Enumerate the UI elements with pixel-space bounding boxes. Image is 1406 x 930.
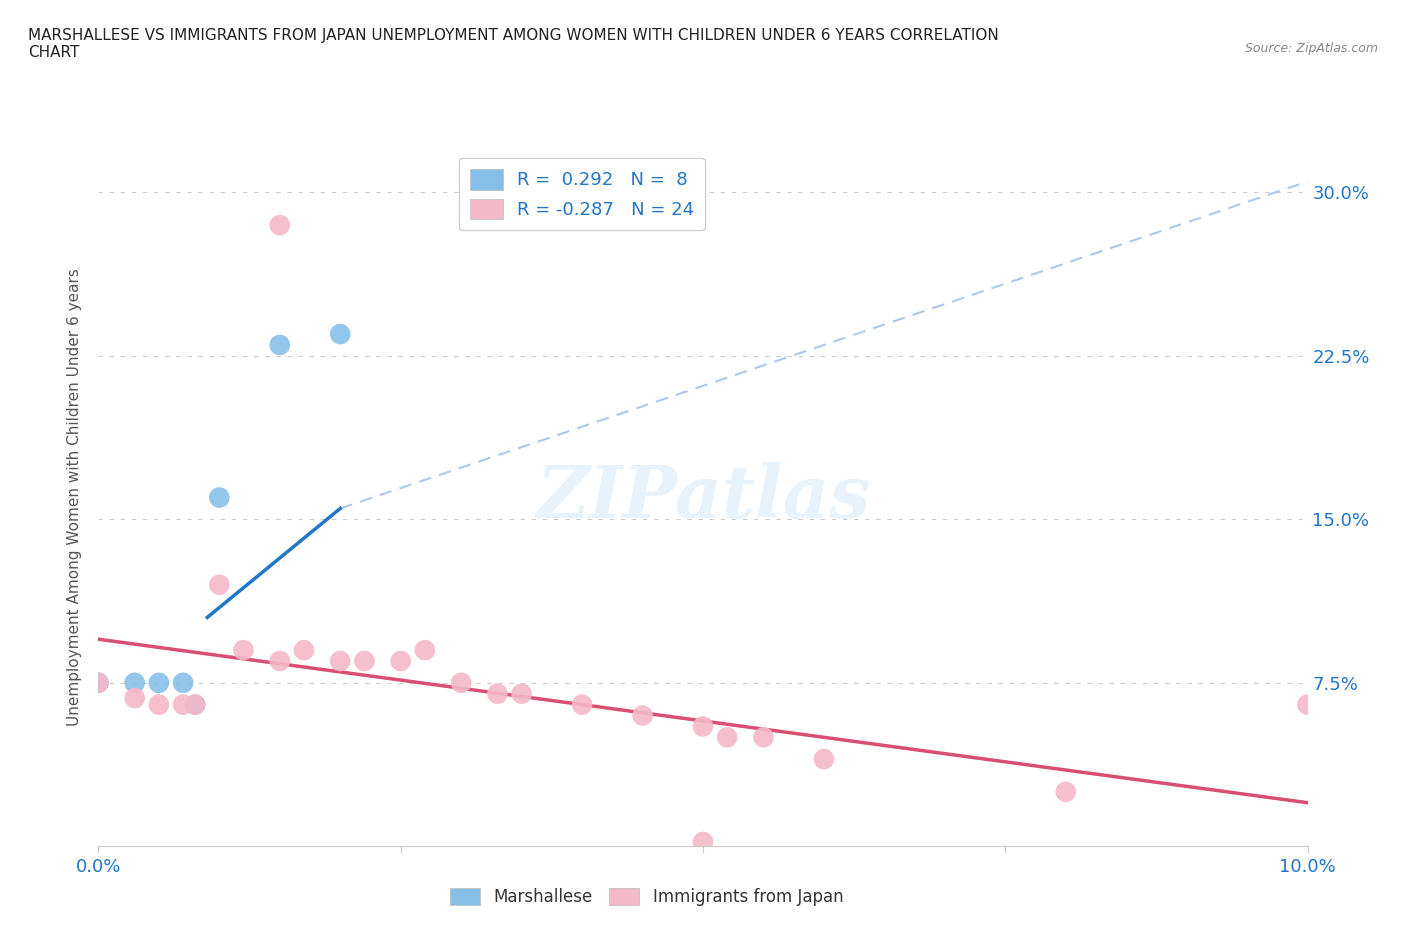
- Point: [172, 698, 194, 712]
- Text: Source: ZipAtlas.com: Source: ZipAtlas.com: [1244, 42, 1378, 55]
- Point: [353, 654, 375, 669]
- Point: [124, 691, 146, 706]
- Point: [124, 675, 146, 690]
- Point: [692, 834, 714, 849]
- Point: [184, 698, 207, 712]
- Point: [752, 730, 775, 745]
- Point: [716, 730, 738, 745]
- Point: [87, 675, 110, 690]
- Point: [1054, 784, 1077, 799]
- Point: [292, 643, 315, 658]
- Point: [148, 698, 170, 712]
- Point: [813, 751, 835, 766]
- Point: [413, 643, 436, 658]
- Point: [329, 326, 352, 341]
- Point: [208, 578, 231, 592]
- Point: [148, 675, 170, 690]
- Point: [87, 675, 110, 690]
- Y-axis label: Unemployment Among Women with Children Under 6 years: Unemployment Among Women with Children U…: [67, 269, 83, 726]
- Point: [692, 719, 714, 734]
- Point: [269, 654, 291, 669]
- Point: [208, 490, 231, 505]
- Point: [389, 654, 412, 669]
- Point: [329, 654, 352, 669]
- Legend: R =  0.292   N =  8, R = -0.287   N = 24: R = 0.292 N = 8, R = -0.287 N = 24: [460, 158, 704, 231]
- Point: [450, 675, 472, 690]
- Point: [184, 698, 207, 712]
- Point: [269, 218, 291, 232]
- Point: [269, 338, 291, 352]
- Point: [510, 686, 533, 701]
- Text: MARSHALLESE VS IMMIGRANTS FROM JAPAN UNEMPLOYMENT AMONG WOMEN WITH CHILDREN UNDE: MARSHALLESE VS IMMIGRANTS FROM JAPAN UNE…: [28, 28, 998, 60]
- Point: [631, 708, 654, 723]
- Point: [172, 675, 194, 690]
- Text: ZIPatlas: ZIPatlas: [536, 462, 870, 533]
- Point: [1296, 698, 1319, 712]
- Legend: Marshallese, Immigrants from Japan: Marshallese, Immigrants from Japan: [443, 881, 851, 912]
- Point: [571, 698, 593, 712]
- Point: [232, 643, 254, 658]
- Point: [486, 686, 509, 701]
